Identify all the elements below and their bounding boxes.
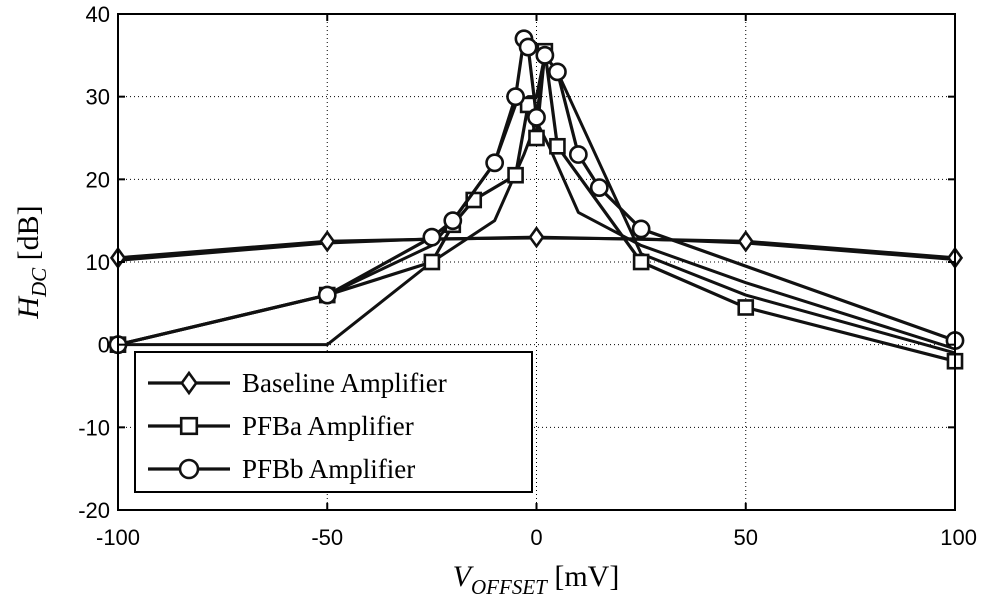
series-layer (108, 29, 965, 370)
x-tick-label: 100 (940, 525, 977, 550)
data-point-circle (422, 227, 442, 247)
data-point-square (179, 416, 199, 436)
data-point-circle (527, 107, 546, 127)
data-point-circle (518, 37, 538, 57)
data-point-square (507, 166, 524, 184)
series-circle (108, 29, 965, 355)
y-tick-label: 10 (86, 250, 110, 275)
data-point-diamond (528, 225, 545, 249)
data-point-diamond (737, 230, 754, 253)
y-axis-title: HDC [dB] (12, 205, 51, 319)
trace-layer (117, 53, 956, 355)
x-axis-title: VOFFSET [mV] (453, 560, 620, 599)
y-tick-label: 40 (86, 2, 110, 27)
x-tick-label: 0 (530, 525, 542, 550)
data-point-circle (589, 178, 609, 198)
y-tick-label: -20 (78, 498, 110, 523)
data-point-circle (506, 87, 525, 107)
data-point-square (549, 137, 566, 155)
x-tick-label: 50 (734, 525, 758, 550)
y-tick-label: -10 (78, 415, 110, 440)
legend-entry: Baseline Amplifier (148, 368, 447, 398)
data-point-circle (535, 45, 555, 65)
y-tick-label: 0 (98, 333, 110, 358)
legend: Baseline Amplifier PFBa Amplifier PFBb Amp… (134, 351, 533, 493)
legend-entry: PFBb Amplifier (148, 454, 415, 484)
series-diamond (109, 225, 964, 270)
y-tick-label: 20 (86, 167, 110, 192)
data-point-diamond (180, 370, 198, 396)
data-point-circle (548, 62, 567, 82)
data-point-circle (485, 153, 505, 173)
data-point-square (632, 253, 650, 271)
data-point-circle (631, 219, 651, 239)
data-point-circle (568, 145, 588, 164)
data-point-circle (443, 211, 463, 231)
data-point-square (528, 129, 545, 147)
x-tick-label: -50 (311, 525, 343, 550)
grid-layer (118, 14, 955, 510)
legend-entry: PFBa Amplifier (148, 411, 414, 441)
data-point-diamond (319, 230, 336, 253)
legend-entries: Baseline Amplifier PFBa Amplifier PFBb Amp… (148, 368, 447, 484)
legend-label: Baseline Amplifier (242, 368, 447, 398)
y-tick-label: 30 (86, 85, 110, 110)
legend-label: PFBa Amplifier (242, 411, 414, 441)
legend-label: PFBb Amplifier (242, 454, 415, 484)
data-point-square (423, 253, 441, 271)
x-tick-label: -100 (96, 525, 140, 550)
data-point-square (737, 299, 755, 316)
data-point-circle (317, 285, 337, 305)
data-point-circle (178, 458, 200, 480)
